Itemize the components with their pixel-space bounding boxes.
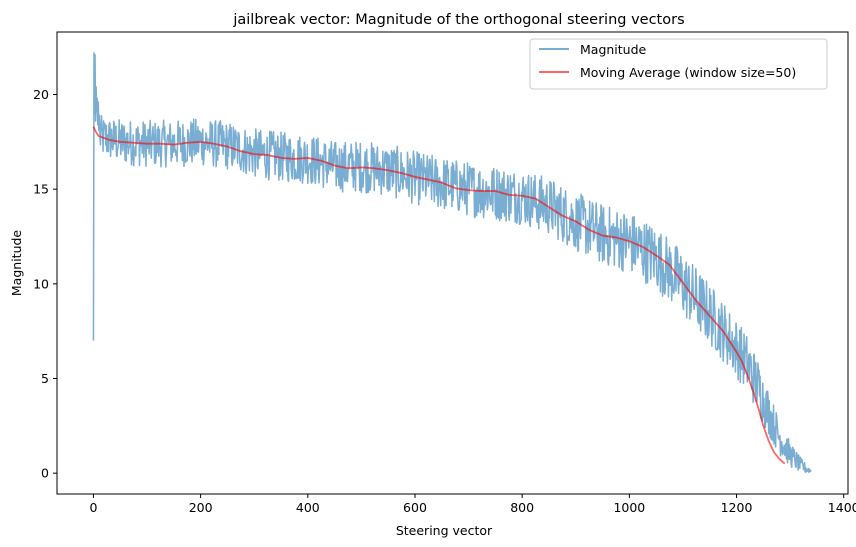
plot-area	[92, 52, 812, 473]
y-tick-label: 5	[41, 371, 49, 386]
x-tick-label: 0	[89, 500, 97, 515]
y-tick-label: 10	[33, 276, 49, 291]
y-tick-label: 0	[41, 466, 49, 481]
legend: Magnitude Moving Average (window size=50…	[529, 38, 828, 90]
x-axis-ticks: 0 200 400 600 800 1000 1200 1400	[89, 494, 856, 515]
axes-frame	[56, 31, 849, 495]
y-axis-label: Magnitude	[9, 230, 24, 297]
y-tick-label: 15	[33, 182, 49, 197]
series-line-magnitude	[92, 52, 812, 473]
series-line-moving-average	[92, 126, 786, 465]
x-tick-label: 1400	[828, 500, 856, 515]
x-tick-label: 1200	[721, 500, 753, 515]
y-tick-label: 20	[33, 87, 49, 102]
x-tick-label: 200	[189, 500, 213, 515]
y-axis-ticks: 0 5 10 15 20	[33, 87, 57, 481]
x-tick-label: 400	[296, 500, 320, 515]
x-axis-label: Steering vector	[396, 523, 493, 538]
x-tick-label: 800	[510, 500, 534, 515]
legend-box	[529, 38, 828, 90]
x-tick-label: 1000	[613, 500, 645, 515]
chart-title: jailbreak vector: Magnitude of the ortho…	[232, 12, 684, 28]
legend-label-magnitude: Magnitude	[580, 42, 647, 57]
legend-label-moving-average: Moving Average (window size=50)	[580, 65, 796, 80]
x-tick-label: 600	[403, 500, 427, 515]
